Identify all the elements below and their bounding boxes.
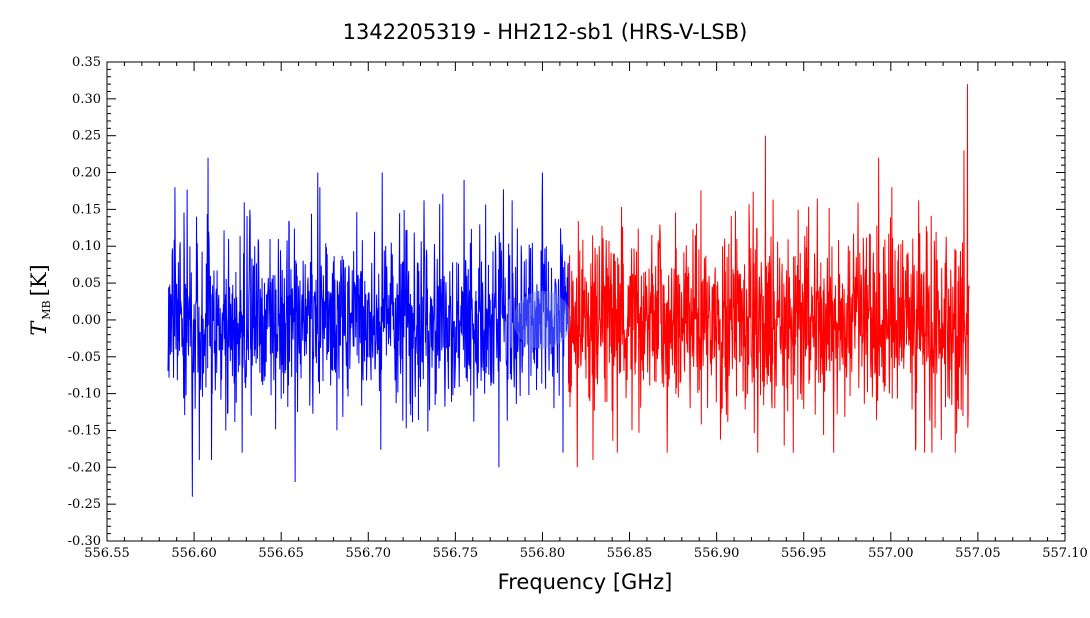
y-tick-label: 0.25 bbox=[72, 129, 101, 144]
x-tick-label: 556.55 bbox=[84, 546, 130, 561]
x-tick-label: 556.95 bbox=[781, 546, 827, 561]
plot-frame bbox=[106, 61, 1066, 542]
y-tick-label: 0.20 bbox=[72, 166, 101, 181]
x-axis-label: Frequency [GHz] bbox=[498, 570, 673, 594]
y-tick-label: -0.10 bbox=[68, 387, 101, 402]
y-tick-label: 0.15 bbox=[72, 202, 101, 217]
x-tick-label: 556.60 bbox=[171, 546, 217, 561]
x-tick-label: 556.75 bbox=[433, 546, 479, 561]
y-axis-label-main: T bbox=[27, 320, 51, 336]
cursor-highlight bbox=[513, 290, 572, 349]
x-tick-label: 556.90 bbox=[694, 546, 740, 561]
x-tick-label: 557.10 bbox=[1042, 546, 1088, 561]
x-tick-label: 556.80 bbox=[520, 546, 566, 561]
series-line-2 bbox=[568, 84, 970, 468]
series-layer bbox=[167, 84, 970, 497]
y-tick-label: -0.30 bbox=[68, 534, 101, 549]
y-axis-label-unit: [K] bbox=[27, 264, 51, 296]
y-tick-label: 0.10 bbox=[72, 239, 101, 254]
x-tick-label: 556.65 bbox=[258, 546, 304, 561]
x-tick-label: 556.85 bbox=[607, 546, 653, 561]
chart-title: 1342205319 - HH212-sb1 (HRS-V-LSB) bbox=[343, 20, 748, 44]
tick-layer: 556.55 556.60 556.65 556.70 556.75 556.80 556.… bbox=[68, 55, 1088, 561]
y-axis-label: TMB [K] bbox=[27, 264, 53, 335]
y-tick-label: 0.05 bbox=[72, 276, 101, 291]
highlight-layer bbox=[513, 290, 572, 349]
y-tick-label: 0.00 bbox=[72, 313, 101, 328]
y-tick-label: -0.15 bbox=[68, 423, 101, 438]
series-line-1 bbox=[167, 157, 570, 497]
y-tick-label: 0.35 bbox=[72, 55, 101, 70]
y-tick-label: -0.05 bbox=[68, 350, 101, 365]
y-axis-label-subscript: MB bbox=[40, 300, 53, 319]
y-tick-label: -0.20 bbox=[68, 460, 101, 475]
x-tick-label: 557.05 bbox=[955, 546, 1001, 561]
x-tick-label: 556.70 bbox=[346, 546, 392, 561]
y-tick-label: -0.25 bbox=[68, 497, 101, 512]
y-tick-label: 0.30 bbox=[72, 92, 101, 107]
x-tick-label: 557.00 bbox=[868, 546, 914, 561]
